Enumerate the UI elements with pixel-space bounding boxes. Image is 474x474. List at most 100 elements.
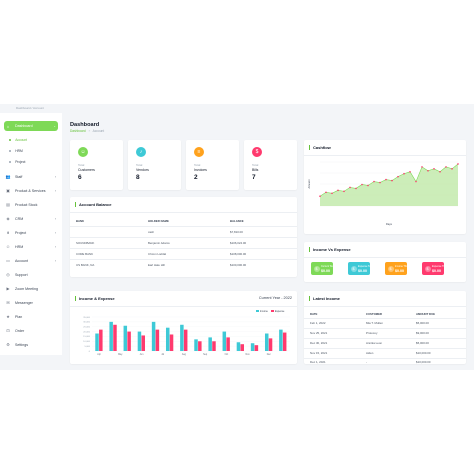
users-icon: 👥 (5, 174, 11, 179)
sidebar-item-zoom[interactable]: ▶ Zoom Meeting (4, 284, 58, 293)
sidebar-item-hrm[interactable]: ☺ HRM › (5, 244, 56, 249)
sidebar-item-crm[interactable]: ◈ CRM › (4, 214, 58, 223)
legend-income-swatch (256, 310, 259, 312)
x-tick-label: Nov (246, 354, 251, 356)
message-icon: ✉ (6, 300, 10, 305)
cashflow-point (427, 170, 429, 172)
y-tick-label: 10,000 (83, 341, 90, 343)
stat-card-vendors[interactable]: ♪ Total Vendors 8 (128, 140, 181, 190)
sidebar-sub-hrm[interactable]: HRM (9, 147, 23, 155)
money-icon: $ (424, 265, 431, 272)
cart-icon: ⊡ (6, 328, 10, 333)
chevron-right-icon: › (54, 258, 56, 263)
sidebar-item-product-stock[interactable]: ▤ Product Stock (4, 200, 58, 209)
expense-today-box: $ Expense Today $0.00 (348, 262, 374, 275)
cashflow-point (433, 168, 435, 170)
sidebar-sub-project[interactable]: Project (9, 158, 25, 166)
breadcrumb: Dashboard › Account (70, 129, 104, 133)
sidebar-item-support[interactable]: ◎ Support (4, 270, 58, 279)
sidebar-item-products[interactable]: ▣ Product & Services › (4, 186, 58, 195)
cashflow-point (361, 183, 363, 186)
x-tick-label: Apr (97, 353, 101, 356)
cashflow-point (439, 170, 441, 173)
y-tick-label: 5,000 (85, 346, 91, 348)
breadcrumb-home[interactable]: Dashboard (70, 129, 86, 133)
money-icon: $ (313, 265, 320, 272)
legend-income-label: Income (260, 310, 269, 313)
breadcrumb-current: Account (92, 129, 105, 133)
income-bar (180, 324, 184, 351)
headset-icon: ◎ (6, 272, 10, 277)
cashflow-title: Cashflow (309, 145, 331, 150)
invoice-icon: ≡ (194, 147, 204, 157)
legend-expense-swatch (271, 310, 274, 312)
expense-bar (240, 344, 244, 351)
cashflow-point (421, 166, 423, 168)
expense-bar (113, 324, 117, 351)
cashflow-point (451, 168, 453, 170)
x-tick-label: May (118, 354, 123, 356)
sidebar-item-settings[interactable]: ⚙ Settings (4, 340, 58, 349)
expense-month-box: $ Expense This Month $0.00 (422, 262, 454, 275)
chevron-right-icon: › (54, 188, 56, 193)
y-tick-label: 15,000 (83, 336, 90, 338)
note-icon: ♪ (136, 147, 146, 157)
sidebar-item-dashboard[interactable]: ⌂ Dashboard ⌄ (4, 121, 58, 131)
expense-bar (169, 334, 174, 351)
income-bar (222, 331, 227, 351)
cashflow-point (409, 170, 411, 173)
expense-bar (127, 331, 131, 351)
income-bar (250, 343, 255, 351)
cashflow-card: Cashflow Amount Days (304, 140, 466, 234)
income-expense-chart: 0 5,000 10,000 15,000 20,000 25,000 30,000 35,0… (83, 310, 290, 356)
sidebar-sub-account[interactable]: Account (9, 136, 27, 144)
share-icon: ⋔ (6, 230, 10, 235)
sidebar-item-staff[interactable]: 👥 Staff › (5, 174, 57, 179)
expense-bar (141, 335, 145, 351)
sidebar-item-account[interactable]: ▭ Account › (4, 256, 58, 265)
money-icon: $ (387, 265, 394, 272)
bill-icon: $ (252, 147, 262, 157)
cashflow-area (320, 163, 458, 206)
layers-icon: ◈ (6, 216, 10, 221)
cashflow-line (319, 163, 459, 197)
cashflow-point (391, 179, 393, 182)
income-expense-title: Income & Expense (75, 296, 115, 301)
x-tick-label: Oct (225, 353, 229, 356)
stat-card-customers[interactable]: ☺ Total Customers 6 (70, 140, 123, 190)
money-icon: $ (350, 265, 357, 272)
current-year-label: Current Year - 2022 (258, 296, 292, 300)
expense-bar (183, 329, 188, 351)
income-bar (208, 337, 212, 351)
stat-card-bills[interactable]: $ Total Bills 7 (244, 140, 297, 190)
sidebar-item-project[interactable]: ⋔ Project › (4, 228, 58, 237)
y-tick-label: 30,000 (83, 322, 90, 324)
sidebar-item-messenger[interactable]: ✉ Messenger (4, 298, 58, 307)
x-tick-label: Sep (203, 354, 208, 356)
cashflow-point (343, 190, 345, 193)
cashflow-point (349, 186, 351, 189)
cashflow-point (379, 181, 381, 184)
trophy-icon: ★ (6, 314, 10, 319)
cashflow-point (445, 166, 447, 168)
income-vs-expense-card: Income Vs Expense $ Current Today $0.00 … (304, 242, 466, 282)
expense-bar (226, 337, 230, 351)
expense-bar (268, 338, 273, 351)
expense-bar (99, 329, 103, 351)
cashflow-point (325, 191, 327, 194)
cashflow-point (355, 187, 357, 190)
income-bar (123, 325, 128, 351)
x-tick-label: Dec (267, 354, 272, 356)
stat-value: 6 (78, 174, 82, 181)
account-balance-card: Account Balance BANK HOLDER NAME BALANCE… (70, 197, 297, 277)
sidebar-item-order[interactable]: ⊡ Order (4, 326, 58, 335)
legend-expense-label: Expense (275, 310, 285, 313)
gear-icon: ⚙ (6, 342, 10, 347)
user-icon: ☺ (5, 244, 11, 249)
breadcrumb-separator: › (88, 129, 90, 133)
stat-card-invoices[interactable]: ≡ Total Invoices 2 (186, 140, 239, 190)
y-tick-label: 0 (89, 351, 91, 353)
current-today-box: $ Current Today $0.00 (311, 262, 336, 275)
users-icon: ☺ (78, 147, 88, 157)
sidebar-item-plan[interactable]: ★ Plan (4, 312, 58, 321)
